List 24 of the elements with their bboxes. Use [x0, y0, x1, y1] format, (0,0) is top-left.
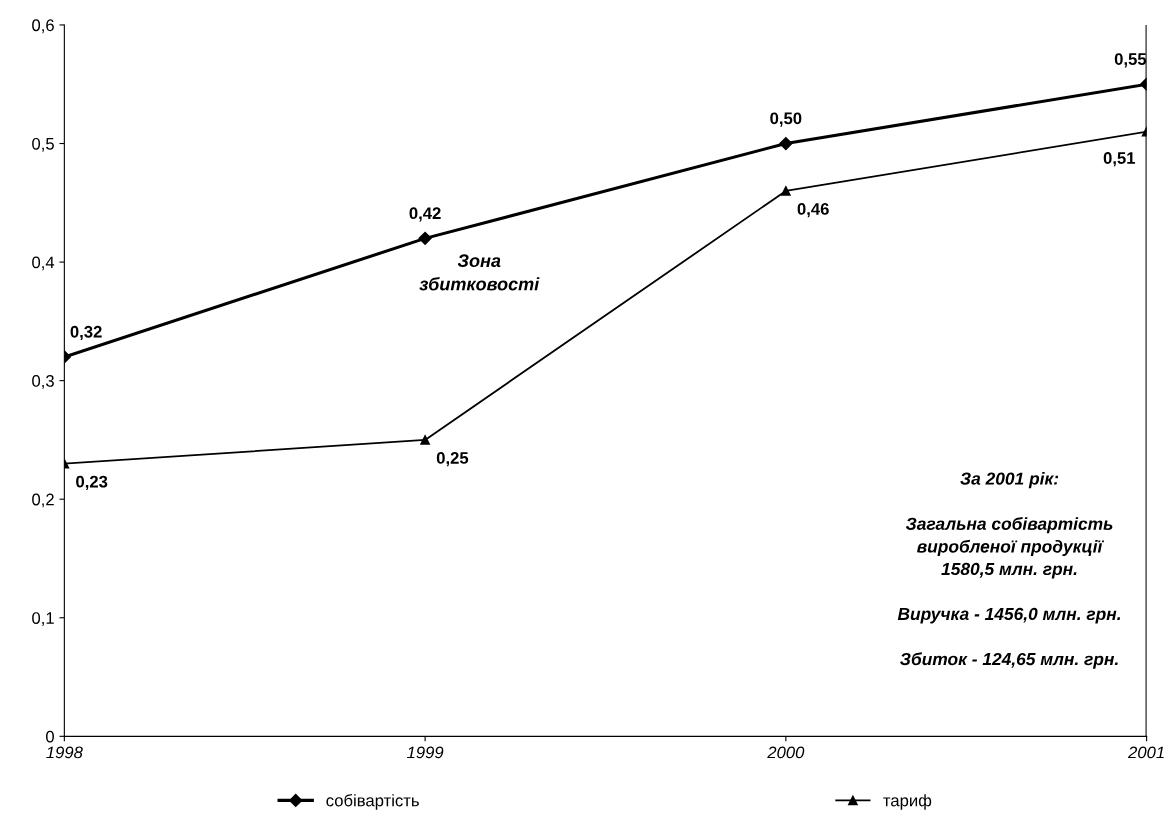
- legend-label: тариф: [883, 794, 932, 810]
- annotation: Зона збитковості: [419, 254, 540, 291]
- point: [420, 435, 430, 445]
- data-label: 0,42: [409, 207, 441, 222]
- data-label: 0,25: [436, 452, 469, 467]
- y-tick-label: 0: [46, 730, 54, 743]
- y-tick-label: 0,2: [32, 493, 54, 508]
- data-label: 0,50: [770, 112, 802, 127]
- y-tick-label: 0,5: [32, 137, 54, 152]
- text: За 2001 рік: Загальна собівартість виробленої продукції 1580,5 млн. грн. Виручка - 1456,0 млн. грн. Збиток - 124,65 млн. грн.: [897, 472, 1121, 669]
- x-tick-label: 2001: [1127, 746, 1164, 759]
- x-tick-label: 2000: [767, 746, 805, 759]
- x-tick-label: 1998: [46, 746, 83, 759]
- x-tick-label: 1999: [407, 746, 444, 759]
- data-label: 0,51: [1103, 152, 1136, 167]
- y-tick-label: 0,3: [32, 375, 54, 389]
- y-tick-label: 0,1: [32, 612, 54, 626]
- legend-label: собівартість: [326, 794, 419, 810]
- y-tick-label: 0,4: [32, 256, 55, 271]
- data-label: 0,46: [797, 203, 829, 218]
- y-tick-label: 0,6: [32, 19, 54, 34]
- data-label: 0,55: [1114, 53, 1147, 68]
- data-label: 0,23: [76, 475, 108, 490]
- data-label: 0,32: [70, 325, 102, 341]
